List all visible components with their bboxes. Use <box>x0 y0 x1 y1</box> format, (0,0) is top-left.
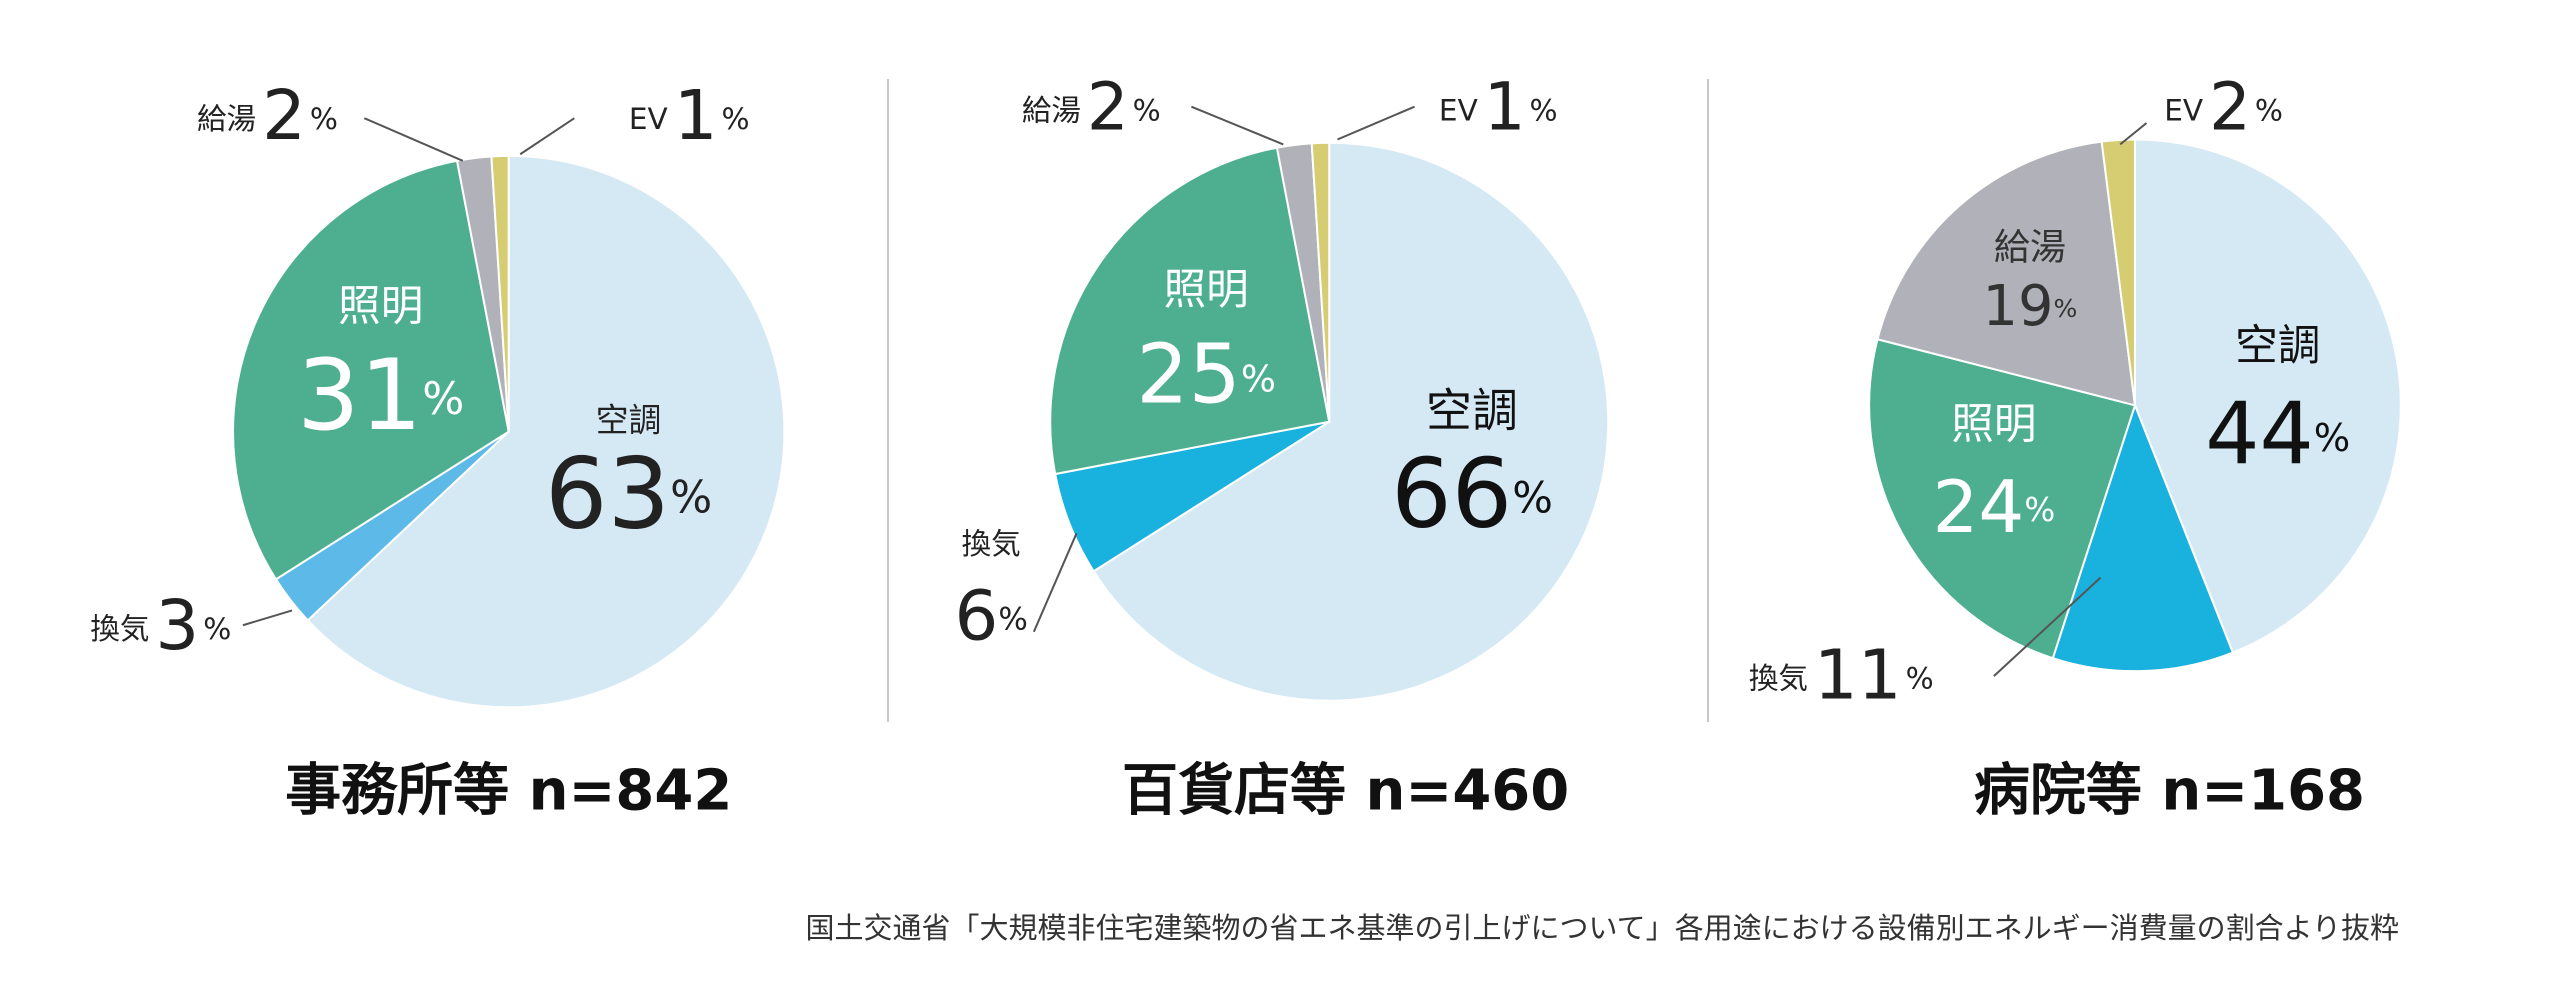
value-number: 31 <box>297 339 422 453</box>
value-unit: % <box>670 473 712 524</box>
pie-slice <box>232 159 510 581</box>
category-name: 給湯 <box>1022 93 1081 127</box>
category-name: EV <box>1439 93 1478 127</box>
value-label: 19% <box>1983 274 2078 339</box>
pie-slice <box>490 154 510 432</box>
pie-slice <box>2100 138 2136 406</box>
leader-line <box>2119 122 2148 146</box>
pie-slice <box>1868 338 2137 660</box>
value-unit: % <box>722 101 750 135</box>
pie-slice <box>2133 138 2402 654</box>
value-unit: % <box>422 374 464 425</box>
pie-slice <box>2051 402 2235 673</box>
value-label: 63% <box>545 437 712 551</box>
pie-slice <box>1092 141 1610 702</box>
value-label: 24% <box>1932 466 2055 550</box>
category-name: 照明 <box>1951 399 2036 449</box>
slice-label: 空調 <box>1426 383 1518 437</box>
value-number: 3 <box>155 586 199 666</box>
slice-label: 換気11% <box>1749 635 1934 715</box>
slice-label: 空調 <box>2235 320 2320 370</box>
value-unit: % <box>1906 661 1934 695</box>
chart-title: 事務所等 n=842 <box>285 758 732 823</box>
value-unit: % <box>998 601 1027 637</box>
value-label: 25% <box>1136 328 1275 423</box>
slice-label: EV2% <box>2164 70 2283 146</box>
slice-label: 換気3% <box>90 586 231 666</box>
value-number: 63 <box>545 437 670 551</box>
slice-label: 照明 <box>1951 399 2036 449</box>
value-number: 2 <box>1087 70 1129 146</box>
leader-line <box>1191 105 1284 146</box>
slice-label: EV1% <box>629 76 750 156</box>
value-label: 31% <box>297 339 464 453</box>
value-number: 24 <box>1932 466 2024 550</box>
chart-title: 百貨店等 n=460 <box>1122 758 1569 823</box>
source-note: 国土交通省「大規模非住宅建築物の省エネ基準の引上げについて」各用途における設備別… <box>805 911 2399 945</box>
value-unit: % <box>2255 93 2283 127</box>
leader-line <box>363 117 464 162</box>
value-label: 44% <box>2205 385 2350 484</box>
leader-line <box>1337 105 1415 141</box>
slice-label: 給湯 <box>1994 225 2066 268</box>
value-unit: % <box>310 101 338 135</box>
value-number: 11 <box>1814 635 1902 715</box>
value-number: 1 <box>674 76 718 156</box>
value-unit: % <box>203 612 231 646</box>
slice-label: 照明 <box>1163 265 1248 315</box>
value-unit: % <box>1133 93 1161 127</box>
slice-label: 換気 <box>962 526 1021 560</box>
slice-label: 給湯2% <box>1022 70 1161 146</box>
pie-slice <box>1310 141 1331 422</box>
value-number: 1 <box>1484 70 1526 146</box>
leader-line <box>242 609 293 627</box>
category-name: 給湯 <box>1994 225 2066 268</box>
value-unit: % <box>2314 415 2350 460</box>
pie-slice <box>1876 140 2137 407</box>
category-name: 空調 <box>1426 383 1518 437</box>
value-unit: % <box>1241 357 1276 400</box>
category-name: 換気 <box>90 612 149 646</box>
category-name: 換気 <box>1749 661 1808 695</box>
value-number: 6 <box>955 576 999 656</box>
category-name: 換気 <box>962 526 1021 560</box>
category-name: 空調 <box>596 401 662 439</box>
value-label: 6% <box>955 576 1028 656</box>
slice-label: 照明 <box>338 281 423 331</box>
value-label: 66% <box>1391 439 1553 549</box>
value-number: 66 <box>1391 439 1512 549</box>
value-unit: % <box>2054 294 2078 323</box>
slice-label: EV1% <box>1439 70 1558 146</box>
pie-slice <box>306 154 786 709</box>
value-unit: % <box>1530 93 1558 127</box>
value-number: 25 <box>1136 328 1240 423</box>
value-unit: % <box>1512 473 1553 523</box>
value-number: 2 <box>2209 70 2251 146</box>
category-name: EV <box>629 101 668 135</box>
leader-line <box>1032 532 1078 633</box>
category-name: 照明 <box>338 281 423 331</box>
slice-label: 給湯2% <box>197 76 338 156</box>
slice-label: 空調 <box>596 401 662 439</box>
value-number: 19 <box>1983 274 2054 339</box>
pie-slice <box>1049 146 1331 476</box>
category-name: 空調 <box>2235 320 2320 370</box>
value-number: 2 <box>262 76 306 156</box>
value-number: 44 <box>2205 385 2314 484</box>
chart-title: 病院等 n=168 <box>1974 758 2365 823</box>
leader-line <box>1993 576 2102 677</box>
category-name: EV <box>2164 93 2203 127</box>
value-unit: % <box>2024 491 2055 529</box>
category-name: 給湯 <box>197 101 256 135</box>
leader-line <box>519 117 575 156</box>
category-name: 照明 <box>1163 265 1248 315</box>
